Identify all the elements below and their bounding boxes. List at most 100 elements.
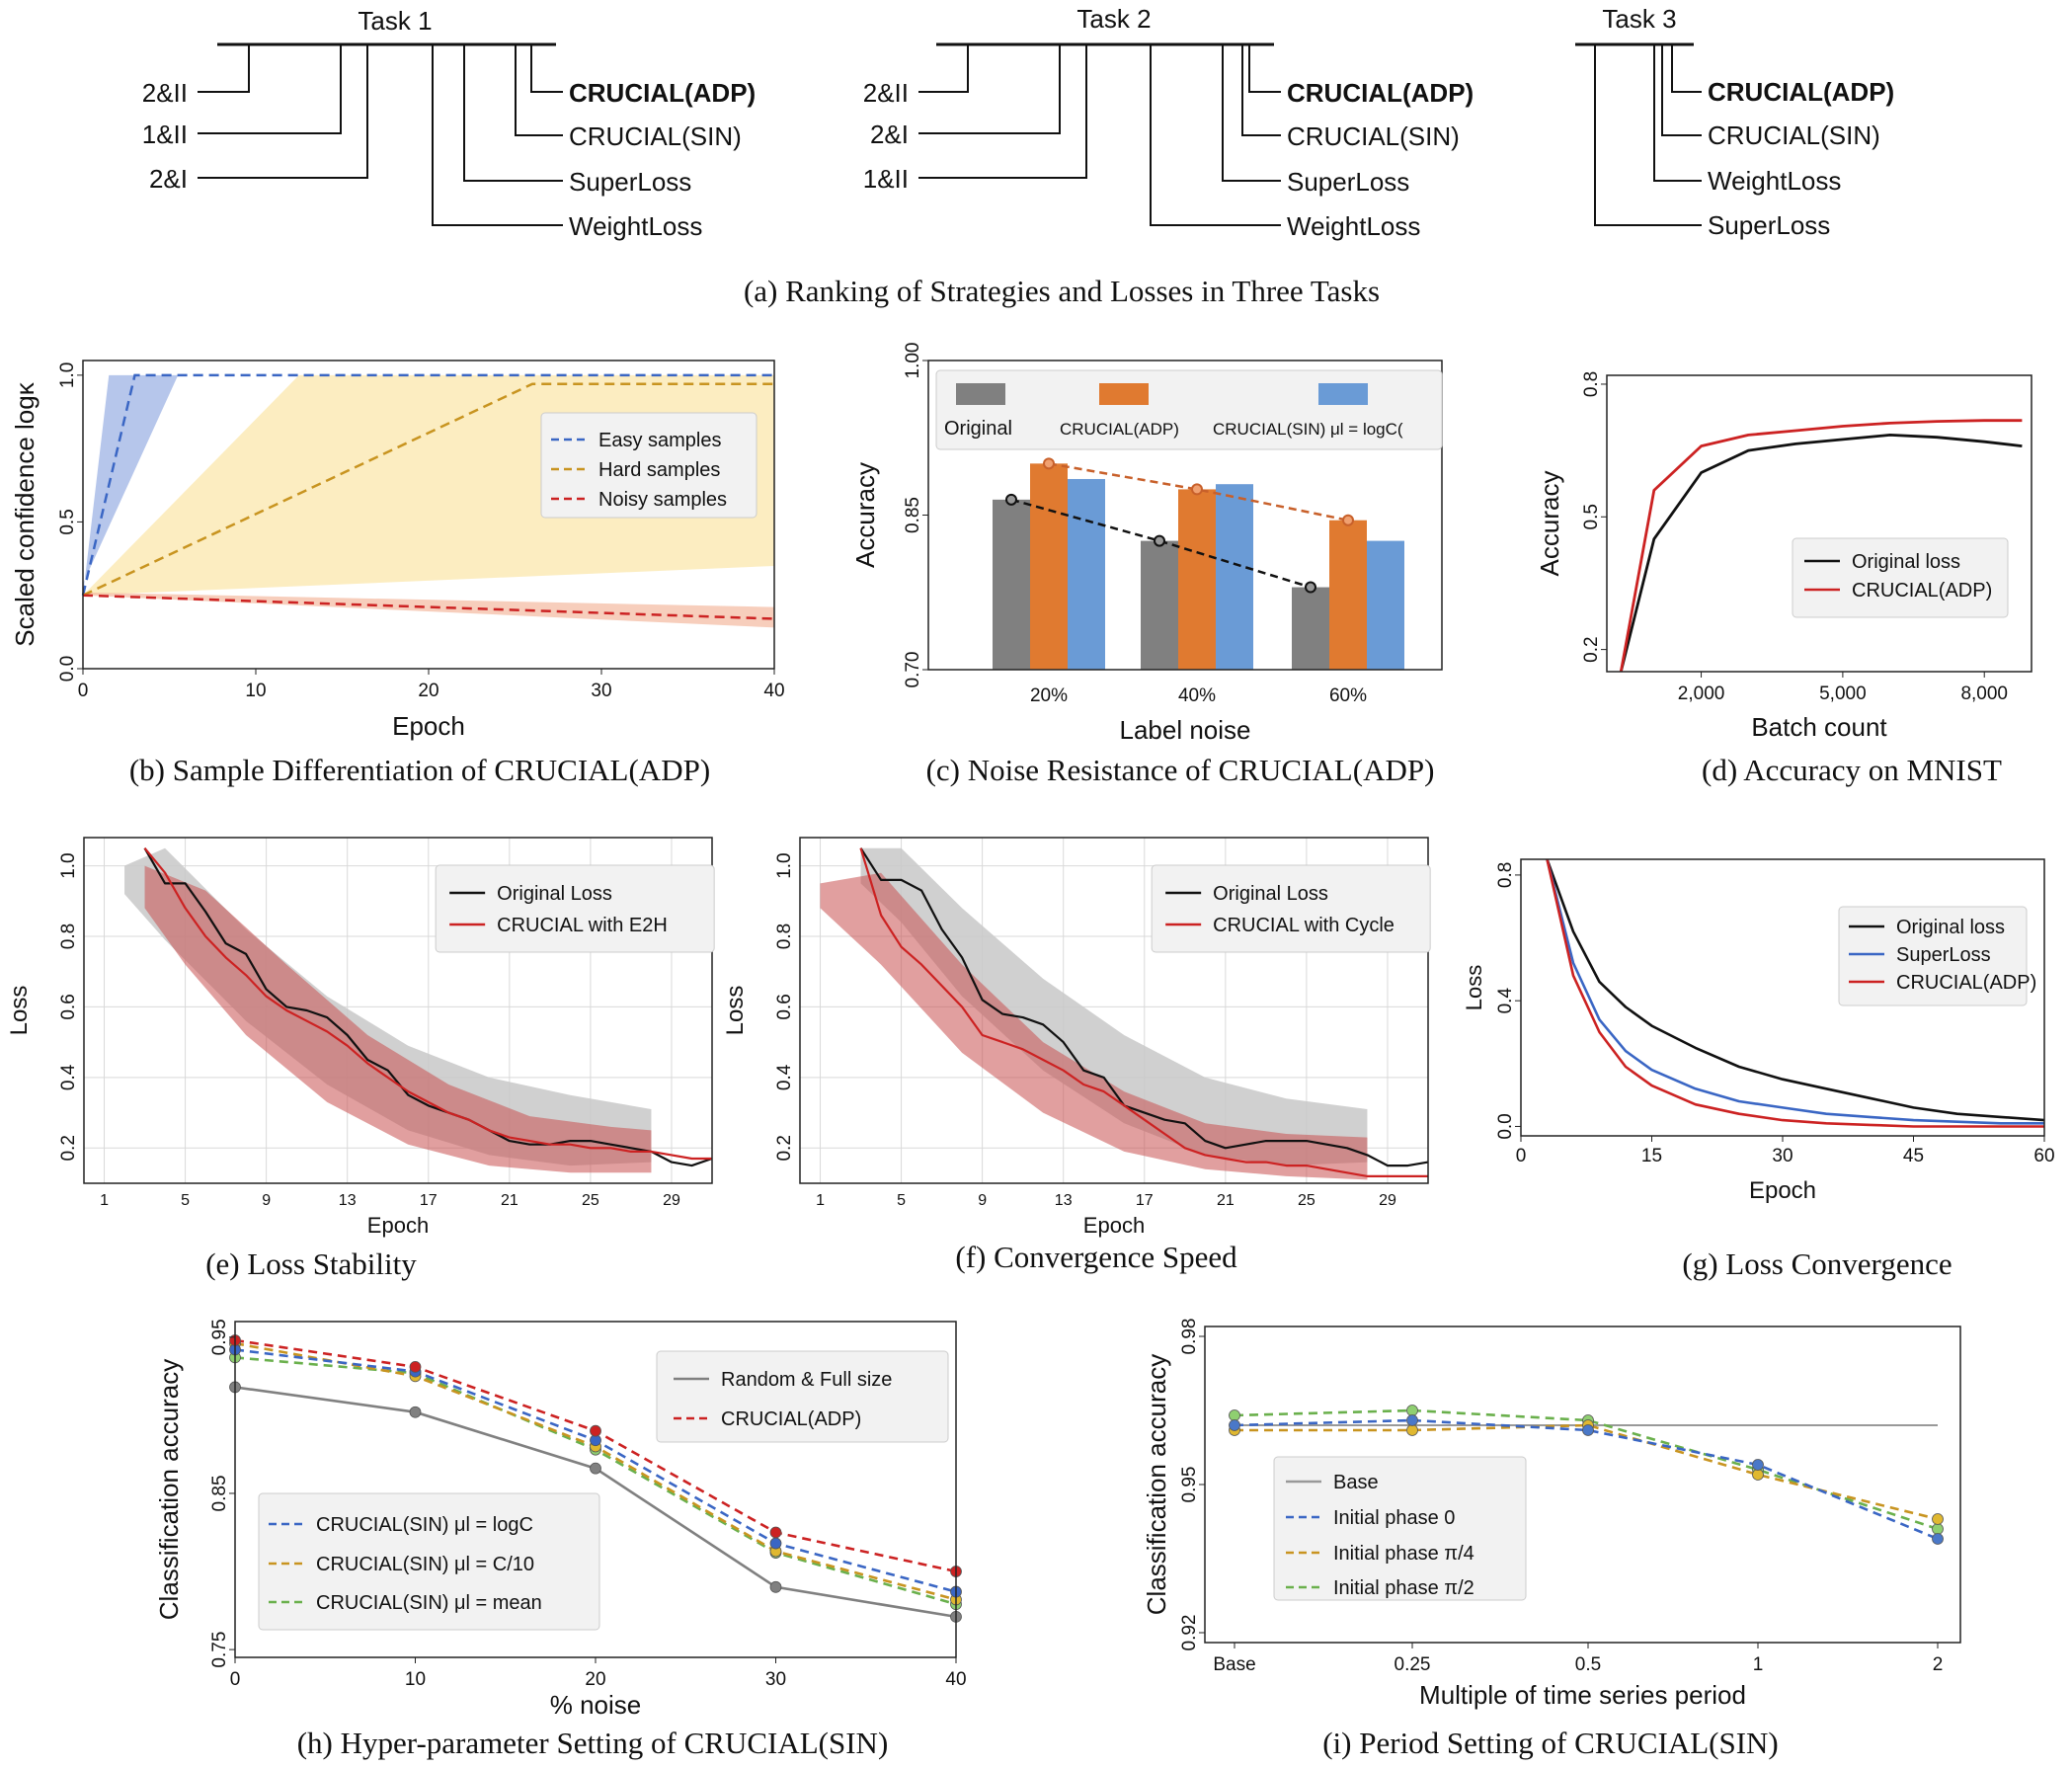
- x-tick-label: 40%: [1178, 685, 1216, 706]
- bar-crucial-sin--20pct: [1068, 478, 1105, 670]
- x-tick-label: 5,000: [1819, 683, 1867, 704]
- point-0: [769, 1580, 782, 1593]
- x-axis-label: Epoch: [392, 711, 465, 741]
- panel-d-frame: [1606, 374, 2032, 673]
- task1-right-2: CRUCIAL(SIN): [569, 121, 742, 151]
- task1-left-2: 1&II: [142, 120, 188, 149]
- x-tick-label: 8,000: [1960, 683, 2008, 704]
- task1-right-3: SuperLoss: [569, 167, 691, 197]
- x-axis-label: Epoch: [1083, 1213, 1145, 1238]
- x-tick-label: 20: [585, 1669, 605, 1690]
- y-tick-label: 0.2: [774, 1135, 795, 1161]
- x-tick-label: 1: [1753, 1654, 1764, 1675]
- task2-right-3: SuperLoss: [1287, 167, 1409, 197]
- series-initial-phase-2: [1234, 1408, 1939, 1531]
- task2-left-2: 2&I: [870, 120, 909, 149]
- y-tick-label: 0.8: [1495, 862, 1516, 888]
- legend-b-noisy-label: Noisy samples: [598, 489, 727, 511]
- x-tick-label: 0: [78, 681, 89, 701]
- legend-e: [435, 864, 715, 953]
- y-tick-label: 0.70: [903, 652, 923, 688]
- series-noisy-samples: [82, 594, 775, 620]
- legend-g-superloss-label: SuperLoss: [1896, 944, 1991, 966]
- y-axis-label: Scaled confidence logκ: [10, 381, 40, 646]
- y-tick-label: 0.6: [774, 994, 795, 1019]
- task2-left-3: 1&II: [863, 164, 909, 194]
- series-crucial-adp-: [1546, 858, 2044, 1128]
- point-1: [1752, 1459, 1764, 1471]
- legend-f-original-label: Original Loss: [1213, 883, 1328, 905]
- x-tick-label: 10: [405, 1669, 426, 1690]
- point-1: [1229, 1419, 1240, 1431]
- legend-c-adp-swatch: [1099, 383, 1149, 405]
- y-tick-label: 0.8: [1581, 371, 1602, 397]
- point-3: [1406, 1405, 1418, 1416]
- panel-h-hyperparameter: 0 10 20 30 40 0.75 0.85 0.95 % noise Classificati…: [154, 1319, 967, 1720]
- series-crucial-cycle: [859, 847, 1428, 1178]
- x-axis-label: % noise: [550, 1690, 642, 1720]
- bar-original-40pct: [1141, 540, 1178, 670]
- x-tick-label: 45: [1903, 1146, 1924, 1166]
- task2-branch-left-1: [918, 44, 969, 93]
- y-tick-label: 1.00: [903, 343, 923, 379]
- legend-c-adp-label: CRUCIAL(ADP): [1060, 420, 1179, 439]
- panel-i-period-setting: Base 0.25 0.5 1 2 0.92 0.95 0.98 Multiple of tim…: [1142, 1319, 1961, 1710]
- x-tick-label: 0.5: [1575, 1654, 1601, 1675]
- point-1: [769, 1526, 782, 1539]
- y-axis-label: Accuracy: [1535, 471, 1564, 577]
- legend-h-adp-label: CRUCIAL(ADP): [721, 1408, 861, 1430]
- caption-h: (h) Hyper-parameter Setting of CRUCIAL(S…: [297, 1726, 889, 1760]
- legend-h-c10-label: CRUCIAL(SIN) μl = C/10: [316, 1554, 534, 1575]
- panel-c-noise-resistance: 20% 40% 60% 0.70 0.85 1.00 Label noise Accuracy…: [850, 343, 1443, 745]
- task1-right-1: CRUCIAL(ADP): [569, 78, 756, 108]
- caption-e: (e) Loss Stability: [205, 1246, 417, 1281]
- y-tick-label: 1.0: [58, 852, 79, 878]
- legend-i: [1273, 1456, 1527, 1601]
- panel-a-ranking: Task 1 2&II 1&II 2&I CRUCIAL(ADP) CRUCIA…: [142, 4, 1894, 241]
- point-2: [769, 1537, 782, 1550]
- y-tick-label: 0.0: [57, 656, 78, 682]
- legend-g-original-label: Original loss: [1896, 917, 2005, 938]
- x-tick-label: 10: [245, 681, 266, 701]
- legend-c: [935, 369, 1443, 450]
- easy-band: [83, 374, 179, 596]
- x-axis-label: Label noise: [1120, 715, 1251, 745]
- x-tick-label: 60: [2033, 1146, 2054, 1166]
- task3-title: Task 3: [1602, 4, 1676, 34]
- caption-d: (d) Accuracy on MNIST: [1702, 753, 2002, 787]
- y-tick-label: 0.92: [1179, 1615, 1200, 1651]
- y-tick-label: 0.0: [1495, 1113, 1516, 1139]
- legend-h2: [258, 1492, 600, 1631]
- series-original-loss: [143, 847, 713, 1167]
- bar-crucial-sin--60pct: [1367, 540, 1404, 670]
- caption-i: (i) Period Setting of CRUCIAL(SIN): [1322, 1726, 1779, 1760]
- x-tick-label: 13: [339, 1192, 357, 1209]
- y-tick-label: 0.98: [1179, 1319, 1200, 1355]
- task2-right-4: WeightLoss: [1287, 211, 1420, 241]
- task3-right-3: WeightLoss: [1708, 166, 1841, 196]
- bar-original-20pct: [993, 499, 1030, 670]
- legend-c-sin-label: CRUCIAL(SIN) μl = logC(: [1213, 420, 1403, 439]
- point-0: [409, 1406, 422, 1418]
- task1-right-4: WeightLoss: [569, 211, 702, 241]
- panel-f-convergence-speed: 1 5 9 13 17 21 25 29 0.2 0.4 0.6 0.8 1.0 Epoch Loss Ori…: [722, 837, 1431, 1238]
- y-tick-label: 0.8: [58, 924, 79, 949]
- x-tick-label: 17: [420, 1192, 438, 1209]
- task3-branch-right-4: [1594, 44, 1702, 226]
- x-tick-label: 1: [100, 1192, 109, 1209]
- band-red: [820, 872, 1368, 1180]
- legend-i-base-label: Base: [1333, 1472, 1379, 1493]
- x-tick-label: 2,000: [1678, 683, 1725, 704]
- x-tick-label: 30: [1772, 1146, 1793, 1166]
- x-tick-label: 5: [897, 1192, 906, 1209]
- task2-title: Task 2: [1076, 4, 1151, 34]
- legend-h-logc-label: CRUCIAL(SIN) μl = logC: [316, 1514, 533, 1536]
- panel-e-frame: [83, 837, 713, 1184]
- task1-title: Task 1: [358, 6, 432, 36]
- x-tick-label: 30: [591, 681, 611, 701]
- x-tick-label: 25: [1298, 1192, 1315, 1209]
- task3-branch-right-2: [1661, 44, 1702, 136]
- point-1: [590, 1424, 601, 1437]
- trend-original-point: [1154, 534, 1165, 547]
